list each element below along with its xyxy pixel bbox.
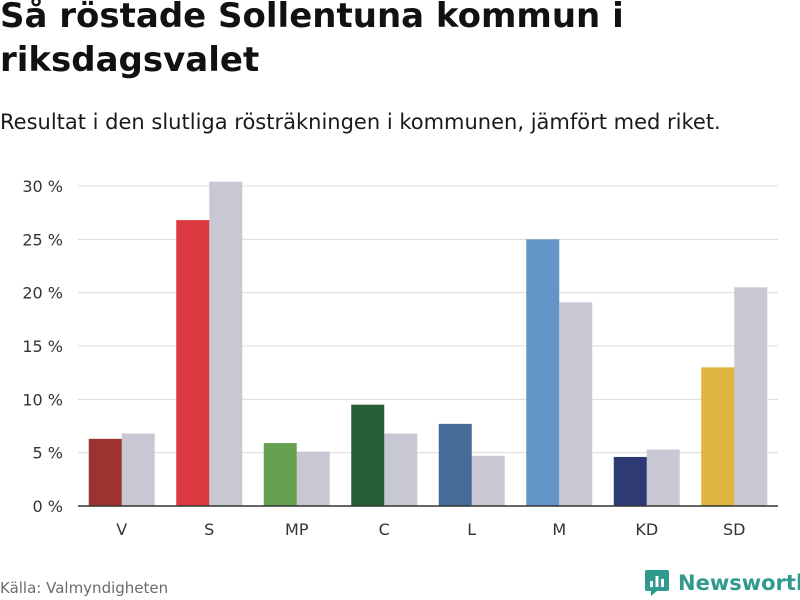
- bar-chart-icon: [645, 570, 669, 596]
- bar-kommun-sd: [701, 367, 735, 506]
- brand-name: Newsworthy: [678, 571, 800, 595]
- y-tick-label: 10 %: [22, 390, 63, 409]
- x-tick-label: SD: [723, 520, 745, 539]
- y-tick-label: 25 %: [22, 230, 63, 249]
- bar-kommun-m: [526, 239, 560, 506]
- bar-kommun-s: [176, 220, 210, 506]
- bar-riket-l: [471, 455, 505, 506]
- bar-kommun-mp: [263, 443, 297, 506]
- bar-riket-mp: [296, 451, 330, 506]
- chart-subtitle: Resultat i den slutliga rösträkningen i …: [0, 110, 721, 134]
- bar-riket-c: [384, 433, 418, 506]
- y-tick-label: 0 %: [33, 497, 63, 516]
- y-axis-ticks: 0 % 5 % 10 % 15 % 20 % 25 % 30 %: [22, 177, 63, 516]
- bar-kommun-v: [88, 438, 122, 506]
- y-tick-label: 5 %: [33, 444, 63, 463]
- bar-kommun-l: [438, 423, 472, 506]
- x-tick-label: V: [116, 520, 127, 539]
- bar-riket-sd: [734, 287, 768, 506]
- bar-riket-m: [559, 302, 593, 506]
- x-tick-label: L: [467, 520, 476, 539]
- x-tick-label: C: [379, 520, 390, 539]
- bar-chart: 0 % 5 % 10 % 15 % 20 % 25 % 30 % V S MP C L M KD SD: [22, 177, 778, 539]
- y-tick-label: 20 %: [22, 284, 63, 303]
- y-tick-label: 30 %: [22, 177, 63, 196]
- x-tick-label: MP: [285, 520, 309, 539]
- y-tick-label: 15 %: [22, 337, 63, 356]
- newsworthy-logo: Newsworthy: [644, 568, 800, 598]
- x-tick-label: KD: [635, 520, 658, 539]
- x-tick-label: M: [552, 520, 566, 539]
- bars: [88, 181, 768, 506]
- bar-riket-kd: [646, 449, 680, 506]
- bar-kommun-kd: [613, 456, 647, 506]
- bar-riket-s: [209, 181, 243, 506]
- source-note: Källa: Valmyndigheten: [0, 579, 169, 597]
- bar-kommun-c: [351, 404, 385, 506]
- bar-riket-v: [121, 433, 155, 506]
- x-tick-label: S: [204, 520, 214, 539]
- x-axis-ticks: V S MP C L M KD SD: [116, 520, 745, 539]
- chart-title: Så röstade Sollentuna kommun i riksdagsv…: [0, 0, 624, 80]
